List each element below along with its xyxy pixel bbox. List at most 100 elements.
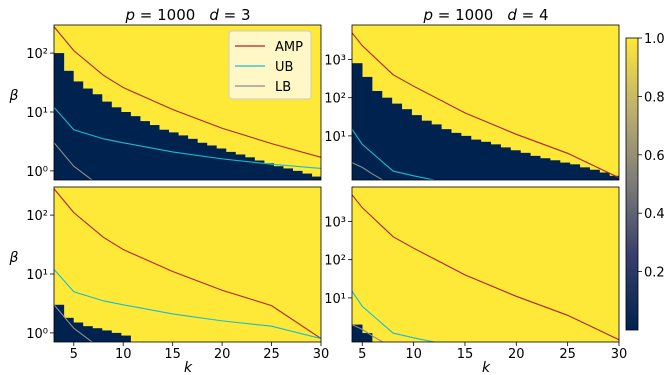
colorbar-tick-label: 0.2	[644, 266, 664, 281]
heatmap-cell	[371, 90, 383, 180]
series-line-ub	[352, 290, 438, 342]
x-tick-label: 10	[405, 347, 422, 362]
y-tick-label: 10¹	[324, 130, 346, 145]
colorbar-ticks: 0.2 0.4 0.6 0.8 1.0	[638, 32, 664, 281]
x-tick-label: 5	[70, 347, 78, 362]
heatmap-cell	[82, 326, 93, 342]
heatmap-cell	[54, 53, 65, 180]
panel-3: 10¹ 10² 10³ 5 10 15 20 25 30	[324, 186, 627, 362]
heatmap-cell	[254, 160, 265, 180]
y-tick-label: 10²	[324, 254, 346, 269]
colorbar-tick-label: 0.6	[644, 149, 664, 164]
series-line-ub	[54, 106, 321, 169]
heatmap-cell	[120, 111, 131, 180]
x-tick-label: 25	[559, 347, 576, 362]
panel-frame	[351, 186, 620, 343]
colorbar: 0.2 0.4 0.6 0.8 1.0	[625, 32, 664, 331]
heatmap-cell	[569, 164, 581, 180]
series-line-amp	[352, 32, 619, 179]
heatmap-cell	[470, 139, 482, 180]
heatmap-cell	[63, 70, 74, 180]
x-tick-label: 5	[358, 347, 366, 362]
y-tick-label: 10⁰	[26, 165, 48, 180]
heatmap-cell	[73, 322, 84, 342]
heatmap-cell	[54, 304, 65, 342]
series-line-amp	[352, 194, 619, 341]
legend-label-amp: AMP	[275, 40, 303, 55]
heatmap-cell	[168, 132, 179, 180]
y-tick-label: 10⁰	[26, 327, 48, 342]
colorbar-tick-label: 0.8	[644, 90, 664, 105]
heatmap-cell	[111, 332, 122, 342]
heatmap-background	[54, 187, 321, 342]
x-tick-label: 20	[508, 347, 525, 362]
y-tick-label: 10²	[26, 209, 48, 224]
heatmap-cell	[559, 162, 571, 180]
heatmap-cell	[441, 129, 452, 180]
heatmap-cell	[381, 97, 393, 180]
heatmap-cell	[480, 141, 492, 180]
heatmap-cell	[206, 145, 217, 180]
panel-2: 10⁰ 10¹ 10² 5 10 15 20 25 30	[26, 186, 330, 362]
series-line-lb	[54, 142, 93, 180]
x-axis-label-left: k	[184, 360, 193, 375]
heatmap-cell	[352, 63, 363, 180]
panel-frame	[351, 24, 620, 181]
heatmap-cell	[273, 166, 284, 180]
heatmap-cell	[235, 154, 246, 180]
heatmap-cell	[301, 173, 313, 180]
panel-plot-area	[54, 187, 321, 342]
series-line-ub	[352, 128, 438, 180]
heatmap-cell	[530, 155, 541, 180]
y-axis-label-top: β	[9, 88, 19, 104]
heatmap-cell	[539, 158, 551, 180]
heatmap-cell	[130, 116, 141, 180]
heatmap-cell	[244, 157, 255, 180]
x-tick-label: 25	[263, 347, 280, 362]
legend-label-lb: LB	[275, 80, 291, 95]
heatmap-cell	[92, 328, 103, 342]
heatmap-cell	[101, 330, 112, 342]
heatmap-cell	[225, 151, 236, 180]
heatmap-cell	[158, 129, 170, 180]
series-line-lb	[352, 162, 384, 180]
heatmap-cell	[63, 317, 74, 342]
heatmap-cell	[352, 324, 363, 342]
legend-box	[228, 30, 312, 100]
series-line-ub	[54, 268, 321, 340]
heatmap-cell	[361, 76, 373, 180]
heatmap-cell	[599, 172, 610, 180]
heatmap-cell	[490, 144, 501, 180]
panel-frame	[53, 186, 322, 343]
heatmap-background	[352, 187, 619, 342]
panel-plot-area	[352, 25, 619, 180]
heatmap-cell	[520, 152, 531, 180]
x-tick-label: 30	[313, 347, 330, 362]
x-tick-label: 20	[214, 347, 231, 362]
panel-title-d3: p = 1000 d = 3	[124, 6, 250, 24]
y-tick-label: 10³	[324, 53, 346, 68]
y-tick-label: 10³	[324, 215, 346, 230]
heatmap-cell	[500, 147, 511, 180]
heatmap-cell	[111, 107, 122, 180]
colorbar-tick-label: 1.0	[644, 32, 664, 47]
panel-1: 10¹ 10² 10³	[324, 24, 620, 181]
panel-plot-area	[352, 187, 619, 342]
colorbar-gradient	[625, 37, 639, 331]
series-line-lb	[54, 304, 93, 342]
heatmap-cell	[549, 160, 561, 180]
heatmap-cell	[197, 142, 208, 180]
heatmap-cell	[361, 333, 373, 342]
heatmap-cell	[609, 175, 619, 180]
heatmap-cell	[216, 148, 227, 180]
heatmap-cell	[120, 335, 131, 342]
heatmap-cell	[589, 169, 600, 180]
y-tick-label: 10²	[26, 47, 48, 62]
heatmap-cell	[401, 109, 412, 180]
heatmap-cell	[282, 168, 293, 180]
heatmap-cell	[391, 103, 403, 180]
heatmap-cell	[187, 138, 198, 180]
heatmap-cell	[421, 120, 432, 180]
